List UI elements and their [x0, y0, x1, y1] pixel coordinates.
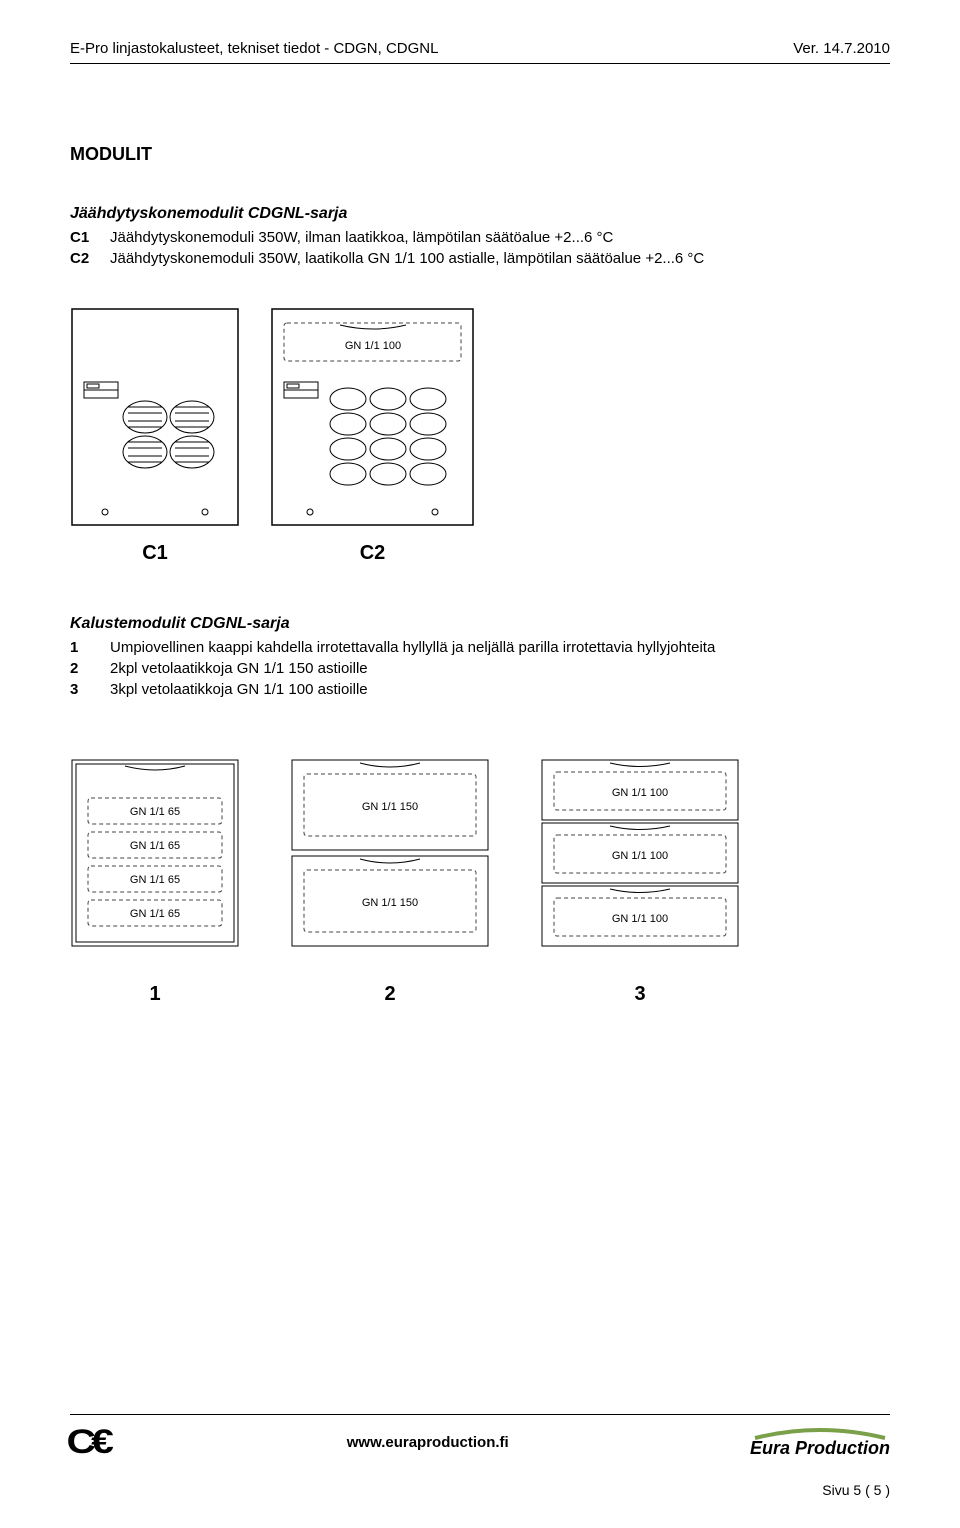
footer-url: www.euraproduction.fi — [347, 1434, 509, 1451]
row-val: 2kpl vetolaatikkoja GN 1/1 150 astioille — [110, 660, 890, 677]
block2-subtitle: Kalustemodulit CDGNL-sarja — [70, 615, 890, 633]
row-key: 2 — [70, 660, 110, 677]
header-left: E-Pro linjastokalusteet, tekniset tiedot… — [70, 40, 438, 57]
diagram-c2: GN 1/1 100 C2 — [270, 307, 475, 565]
block2-row: 2 2kpl vetolaatikkoja GN 1/1 150 astioil… — [70, 660, 890, 677]
block1-diagrams: C1 GN 1/1 100 C2 — [70, 307, 890, 565]
diagram-label: 1 — [70, 983, 240, 1006]
diagram-label: 2 — [290, 983, 490, 1006]
row-val: Jäähdytyskonemoduli 350W, laatikolla GN … — [110, 250, 890, 267]
eura-logo: Eura Production — [750, 1426, 890, 1459]
diagram-text: GN 1/1 150 — [362, 897, 418, 909]
header-rule — [70, 63, 890, 64]
row-key: C2 — [70, 250, 110, 267]
row-val: 3kpl vetolaatikkoja GN 1/1 100 astioille — [110, 681, 890, 698]
header-right: Ver. 14.7.2010 — [793, 40, 890, 57]
diagram-2: GN 1/1 150 GN 1/1 150 2 — [290, 758, 490, 1006]
diagram-text: GN 1/1 65 — [130, 908, 180, 920]
footer-page: Sivu 5 ( 5 ) — [70, 1482, 890, 1498]
footer-rule — [70, 1414, 890, 1415]
row-val: Jäähdytyskonemoduli 350W, ilman laatikko… — [110, 229, 890, 246]
row-key: 1 — [70, 639, 110, 656]
diagram-3: GN 1/1 100 GN 1/1 100 GN 1/1 100 3 — [540, 758, 740, 1006]
diagram-1: GN 1/1 65 GN 1/1 65 GN 1/1 65 GN 1/1 65 … — [70, 758, 240, 1006]
block1-row: C2 Jäähdytyskonemoduli 350W, laatikolla … — [70, 250, 890, 267]
page-header: E-Pro linjastokalusteet, tekniset tiedot… — [70, 40, 890, 57]
diagram-text: GN 1/1 100 — [612, 787, 668, 799]
diagram-text: GN 1/1 65 — [130, 806, 180, 818]
section-title: MODULIT — [70, 144, 890, 165]
diagram-text: GN 1/1 65 — [130, 840, 180, 852]
ce-mark-icon: C€ — [66, 1423, 109, 1462]
block1-row: C1 Jäähdytyskonemoduli 350W, ilman laati… — [70, 229, 890, 246]
block2-row: 3 3kpl vetolaatikkoja GN 1/1 100 astioil… — [70, 681, 890, 698]
eura-logo-text: Eura Production — [750, 1438, 890, 1458]
diagram-text: GN 1/1 150 — [362, 801, 418, 813]
diagram-label: 3 — [540, 983, 740, 1006]
block2-diagrams: GN 1/1 65 GN 1/1 65 GN 1/1 65 GN 1/1 65 … — [70, 758, 890, 1006]
diagram-text: GN 1/1 100 — [612, 913, 668, 925]
block1-subtitle: Jäähdytyskonemodulit CDGNL-sarja — [70, 205, 890, 223]
diagram-label: C2 — [270, 542, 475, 565]
row-key: C1 — [70, 229, 110, 246]
diagram-label: C1 — [70, 542, 240, 565]
page-footer: C€ www.euraproduction.fi Eura Production… — [70, 1414, 890, 1498]
eura-arc-icon — [750, 1426, 890, 1440]
diagram-text: GN 1/1 100 — [612, 850, 668, 862]
diagram-text: GN 1/1 100 — [345, 340, 401, 352]
diagram-text: GN 1/1 65 — [130, 874, 180, 886]
row-key: 3 — [70, 681, 110, 698]
row-val: Umpiovellinen kaappi kahdella irrotettav… — [110, 639, 890, 656]
diagram-c1: C1 — [70, 307, 240, 565]
block2-row: 1 Umpiovellinen kaappi kahdella irrotett… — [70, 639, 890, 656]
